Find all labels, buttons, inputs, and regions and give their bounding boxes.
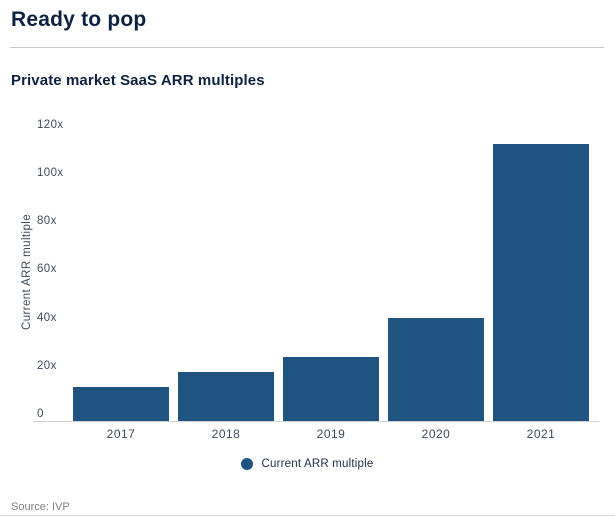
y-tick-label: 100x xyxy=(37,166,64,179)
bar-2017 xyxy=(73,387,169,421)
y-tick-label: 40x xyxy=(37,311,57,324)
chart-subtitle: Private market SaaS ARR multiples xyxy=(11,72,265,89)
y-axis-title: Current ARR multiple xyxy=(21,213,33,331)
legend-label: Current ARR multiple xyxy=(261,458,374,470)
page-title: Ready to pop xyxy=(11,8,147,31)
y-tick-label: 60x xyxy=(37,263,57,276)
y-tick-label: 120x xyxy=(37,118,64,131)
x-tick-label: 2017 xyxy=(106,427,136,441)
x-tick-label: 2019 xyxy=(316,427,346,441)
bar-2019 xyxy=(283,357,379,421)
x-tick-label: 2021 xyxy=(526,427,556,441)
bar-2021 xyxy=(493,144,589,421)
bar-2020 xyxy=(388,318,484,421)
y-tick-label: 0 xyxy=(37,408,44,420)
source-note: Source: IVP xyxy=(11,501,70,513)
x-axis-line xyxy=(33,421,599,422)
legend-dot-icon xyxy=(241,458,254,470)
title-divider xyxy=(10,47,604,48)
legend: Current ARR multiple xyxy=(0,456,615,472)
bottom-divider xyxy=(0,515,615,516)
y-tick-label: 20x xyxy=(37,359,57,372)
x-tick-label: 2020 xyxy=(421,427,451,441)
y-tick-label: 80x xyxy=(37,215,57,227)
x-tick-label: 2018 xyxy=(211,427,241,441)
bar-2018 xyxy=(178,372,274,421)
